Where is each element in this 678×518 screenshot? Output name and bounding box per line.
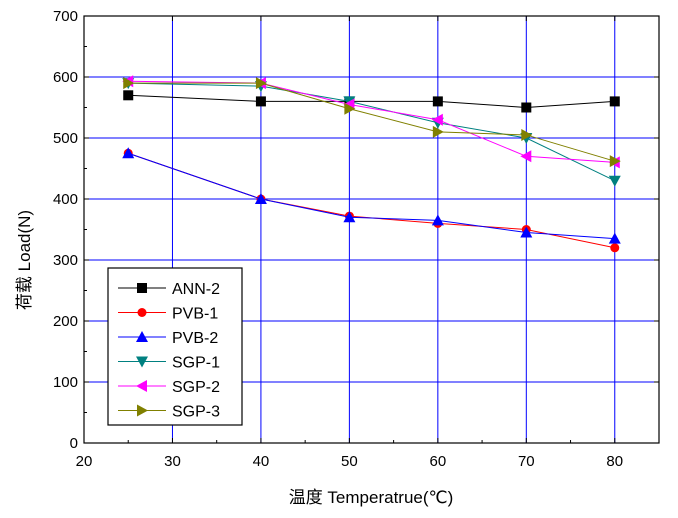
x-axis-title: 温度 Temperatrue(℃)	[289, 488, 454, 507]
y-tick-label: 300	[53, 252, 78, 269]
data-point-ann-2	[609, 96, 620, 107]
data-point-ann-2	[521, 102, 532, 113]
x-tick-label: 50	[341, 453, 358, 470]
legend-label-sgp-1: SGP-1	[172, 355, 220, 372]
legend-marker-ann-2	[137, 283, 147, 293]
data-point-sgp-2	[431, 113, 443, 126]
legend-label-pvb-1: PVB-1	[172, 306, 218, 323]
series-lines	[122, 75, 621, 253]
y-tick-label: 500	[53, 130, 78, 147]
y-axis-title: 荷载 Load(N)	[15, 210, 34, 310]
legend-label-pvb-2: PVB-2	[172, 330, 218, 347]
data-point-pvb-2	[343, 211, 356, 223]
y-tick-label: 600	[53, 69, 78, 86]
data-point-pvb-2	[254, 193, 267, 204]
legend: ANN-2 PVB-1 PVB-2 SGP-1 SGP-2 SGP-3	[107, 267, 243, 426]
x-tick-label: 70	[518, 453, 535, 470]
x-tick-label: 30	[164, 453, 181, 470]
legend-label-sgp-2: SGP-2	[172, 379, 220, 396]
data-point-pvb-2	[520, 226, 533, 238]
data-point-ann-2	[255, 96, 266, 107]
data-point-pvb-2	[122, 147, 135, 159]
y-tick-label: 100	[53, 374, 78, 391]
data-point-pvb-2	[608, 232, 621, 244]
data-point-sgp-2	[520, 150, 532, 163]
series-line-pvb-2	[128, 152, 615, 240]
y-tick-label: 0	[70, 435, 78, 452]
data-point-sgp-3	[432, 125, 444, 138]
x-tick-label: 20	[76, 453, 93, 470]
legend-label-ann-2: ANN-2	[172, 281, 220, 298]
y-tick-label: 200	[53, 313, 78, 330]
data-point-sgp-1	[608, 175, 621, 187]
legend-label-sgp-3: SGP-3	[172, 404, 220, 421]
data-point-sgp-3	[255, 77, 267, 90]
data-point-pvb-2	[431, 214, 444, 226]
series-line-sgp-3	[128, 82, 615, 162]
y-tick-label: 700	[53, 8, 78, 25]
series-line-ann-2	[128, 94, 615, 109]
data-point-sgp-3	[344, 102, 356, 115]
series-line-sgp-1	[128, 82, 615, 182]
y-tick-label: 400	[53, 191, 78, 208]
legend-marker-sgp-3	[137, 404, 148, 417]
data-point-pvb-1	[610, 243, 620, 253]
legend-marker-sgp-2	[136, 380, 147, 392]
data-point-sgp-3	[123, 77, 135, 90]
legend-marker-sgp-1	[136, 356, 148, 368]
data-point-sgp-3	[609, 155, 621, 168]
x-tick-label: 60	[430, 453, 447, 470]
x-tick-label: 80	[606, 453, 623, 470]
legend-marker-pvb-2	[136, 331, 148, 342]
axes	[83, 15, 660, 444]
data-point-sgp-3	[521, 128, 533, 141]
legend-box	[107, 267, 243, 426]
data-point-ann-2	[123, 90, 134, 101]
data-point-ann-2	[432, 96, 443, 107]
legend-marker-pvb-1	[137, 308, 147, 317]
series-line-sgp-2	[128, 80, 615, 163]
x-tick-label: 40	[253, 453, 270, 470]
tick-labels: 20 30 40 50 60 70 80 0 100 200 300 400 500 600 700	[53, 8, 623, 470]
